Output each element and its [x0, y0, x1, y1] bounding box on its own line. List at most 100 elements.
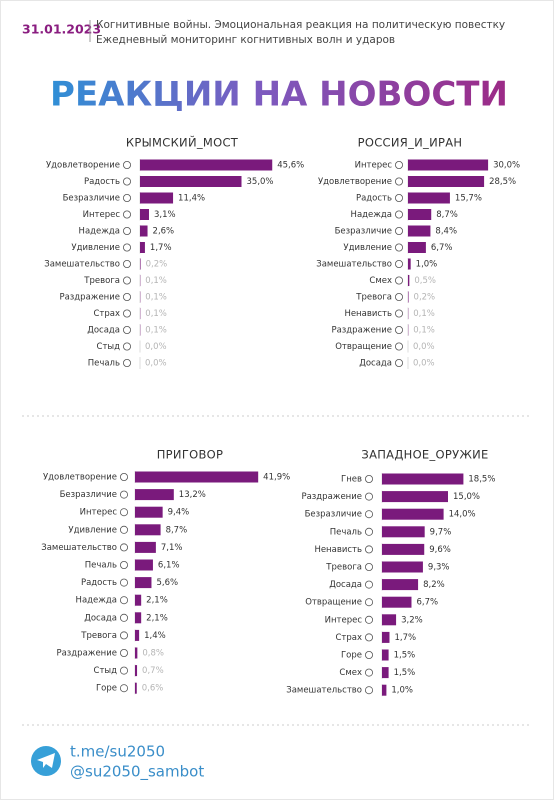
value-label: 3,2% — [401, 615, 423, 625]
value-label: 1,5% — [394, 651, 416, 661]
emotion-icon — [364, 686, 373, 695]
category-label: Радость — [84, 177, 120, 187]
emotion-icon — [394, 243, 403, 252]
footer-bot: @su2050_sambot — [70, 763, 204, 782]
value-label: 0,2% — [414, 293, 436, 303]
main-title: РЕАКЦИИ НА НОВОСТИ — [50, 75, 508, 115]
category-label: Печаль — [85, 561, 117, 571]
category-label: Удивление — [71, 243, 120, 253]
value-label: 0,0% — [145, 359, 167, 369]
value-label: 1,4% — [144, 631, 166, 641]
value-label: 0,1% — [145, 309, 167, 319]
value-label: 11,4% — [178, 194, 205, 204]
category-label: Горе — [96, 684, 117, 694]
emotion-icon — [120, 649, 129, 658]
emotion-icon — [120, 666, 129, 675]
category-label: Досада — [84, 613, 117, 623]
bar — [135, 594, 142, 606]
bar — [135, 506, 163, 518]
value-label: 8,2% — [423, 580, 445, 590]
emotion-icon — [394, 325, 403, 334]
telegram-icon — [31, 746, 61, 776]
category-label: Страх — [335, 633, 362, 643]
emotion-icon — [394, 292, 403, 301]
category-label: Гнев — [341, 475, 362, 485]
bar — [140, 242, 145, 253]
chart-title: РОССИЯ_И_ИРАН — [358, 136, 463, 150]
category-label: Безразличие — [335, 227, 392, 237]
bar — [408, 176, 485, 187]
category-label: Тревога — [355, 293, 392, 303]
category-label: Надежда — [351, 210, 392, 220]
value-label: 41,9% — [263, 473, 290, 483]
category-label: Удивление — [68, 525, 117, 535]
bar — [408, 192, 450, 204]
category-label: Надежда — [76, 596, 117, 606]
emotion-icon — [123, 276, 132, 285]
bar — [140, 192, 174, 204]
bar — [135, 489, 174, 501]
bar — [140, 225, 148, 237]
emotion-icon — [123, 325, 132, 334]
value-label: 1,0% — [391, 686, 413, 696]
emotion-icon — [120, 613, 129, 622]
bar — [135, 682, 137, 694]
date: 31.01.2023 — [22, 22, 101, 37]
emotion-icon — [123, 210, 132, 219]
emotion-icon — [123, 342, 132, 351]
value-label: 0,1% — [145, 326, 167, 336]
value-label: 0,0% — [145, 342, 167, 352]
category-label: Тревога — [80, 631, 117, 641]
value-label: 0,2% — [146, 260, 168, 270]
bar — [140, 176, 242, 187]
category-label: Раздражение — [301, 492, 362, 502]
value-label: 5,6% — [156, 578, 178, 588]
value-label: 8,4% — [435, 227, 457, 237]
category-label: Удовлетворение — [46, 161, 120, 171]
emotion-icon — [120, 596, 129, 605]
bar — [382, 561, 423, 573]
category-label: Страх — [93, 309, 120, 319]
bar — [382, 579, 419, 591]
category-label: Удовлетворение — [318, 177, 392, 187]
emotion-icon — [394, 342, 403, 351]
bar — [408, 209, 432, 220]
emotion-icon — [364, 545, 373, 554]
category-label: Печаль — [88, 359, 120, 369]
emotion-icon — [120, 631, 129, 640]
bar — [135, 471, 259, 483]
footer-link: t.me/su2050 — [70, 743, 165, 761]
category-label: Досада — [359, 359, 392, 369]
bar — [382, 614, 397, 626]
bar — [135, 665, 138, 677]
bar — [135, 559, 153, 571]
bar — [408, 291, 409, 303]
bar — [382, 667, 389, 679]
emotion-icon — [123, 177, 132, 186]
bar — [382, 631, 390, 643]
bar — [140, 258, 141, 270]
value-label: 6,1% — [158, 561, 180, 571]
value-label: 0,8% — [142, 649, 164, 659]
emotion-icon — [120, 578, 129, 587]
emotion-icon — [123, 193, 132, 202]
value-label: 15,0% — [453, 492, 480, 502]
category-label: Интерес — [80, 508, 118, 518]
value-label: 0,0% — [413, 359, 435, 369]
chart-title: ПРИГОВОР — [157, 448, 224, 462]
value-label: 1,7% — [150, 243, 172, 253]
emotion-icon — [123, 243, 132, 252]
emotion-icon — [394, 193, 403, 202]
value-label: 35,0% — [247, 177, 274, 187]
emotion-icon — [394, 309, 403, 318]
category-label: Ненависть — [314, 545, 362, 555]
value-label: 9,6% — [429, 545, 451, 555]
bar — [382, 684, 387, 696]
value-label: 2,1% — [146, 613, 168, 623]
category-label: Замешательство — [41, 543, 117, 553]
category-label: Раздражение — [331, 326, 392, 336]
emotion-icon — [123, 292, 132, 301]
chart-title: КРЫМСКИЙ_МОСТ — [126, 135, 239, 150]
value-label: 0,1% — [413, 326, 435, 336]
emotion-icon — [364, 668, 373, 677]
